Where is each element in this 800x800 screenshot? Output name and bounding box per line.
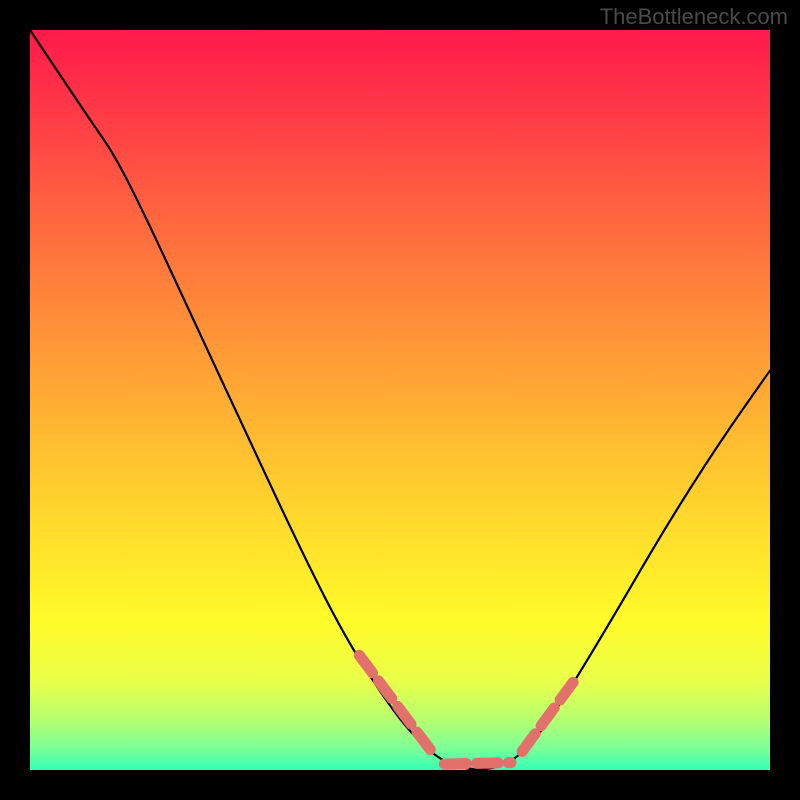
chart-root: TheBottleneck.com bbox=[0, 0, 800, 800]
watermark-text: TheBottleneck.com bbox=[600, 4, 788, 30]
bottleneck-curve-chart bbox=[0, 0, 800, 800]
plot-background bbox=[30, 30, 770, 770]
marker-segment bbox=[444, 763, 511, 764]
